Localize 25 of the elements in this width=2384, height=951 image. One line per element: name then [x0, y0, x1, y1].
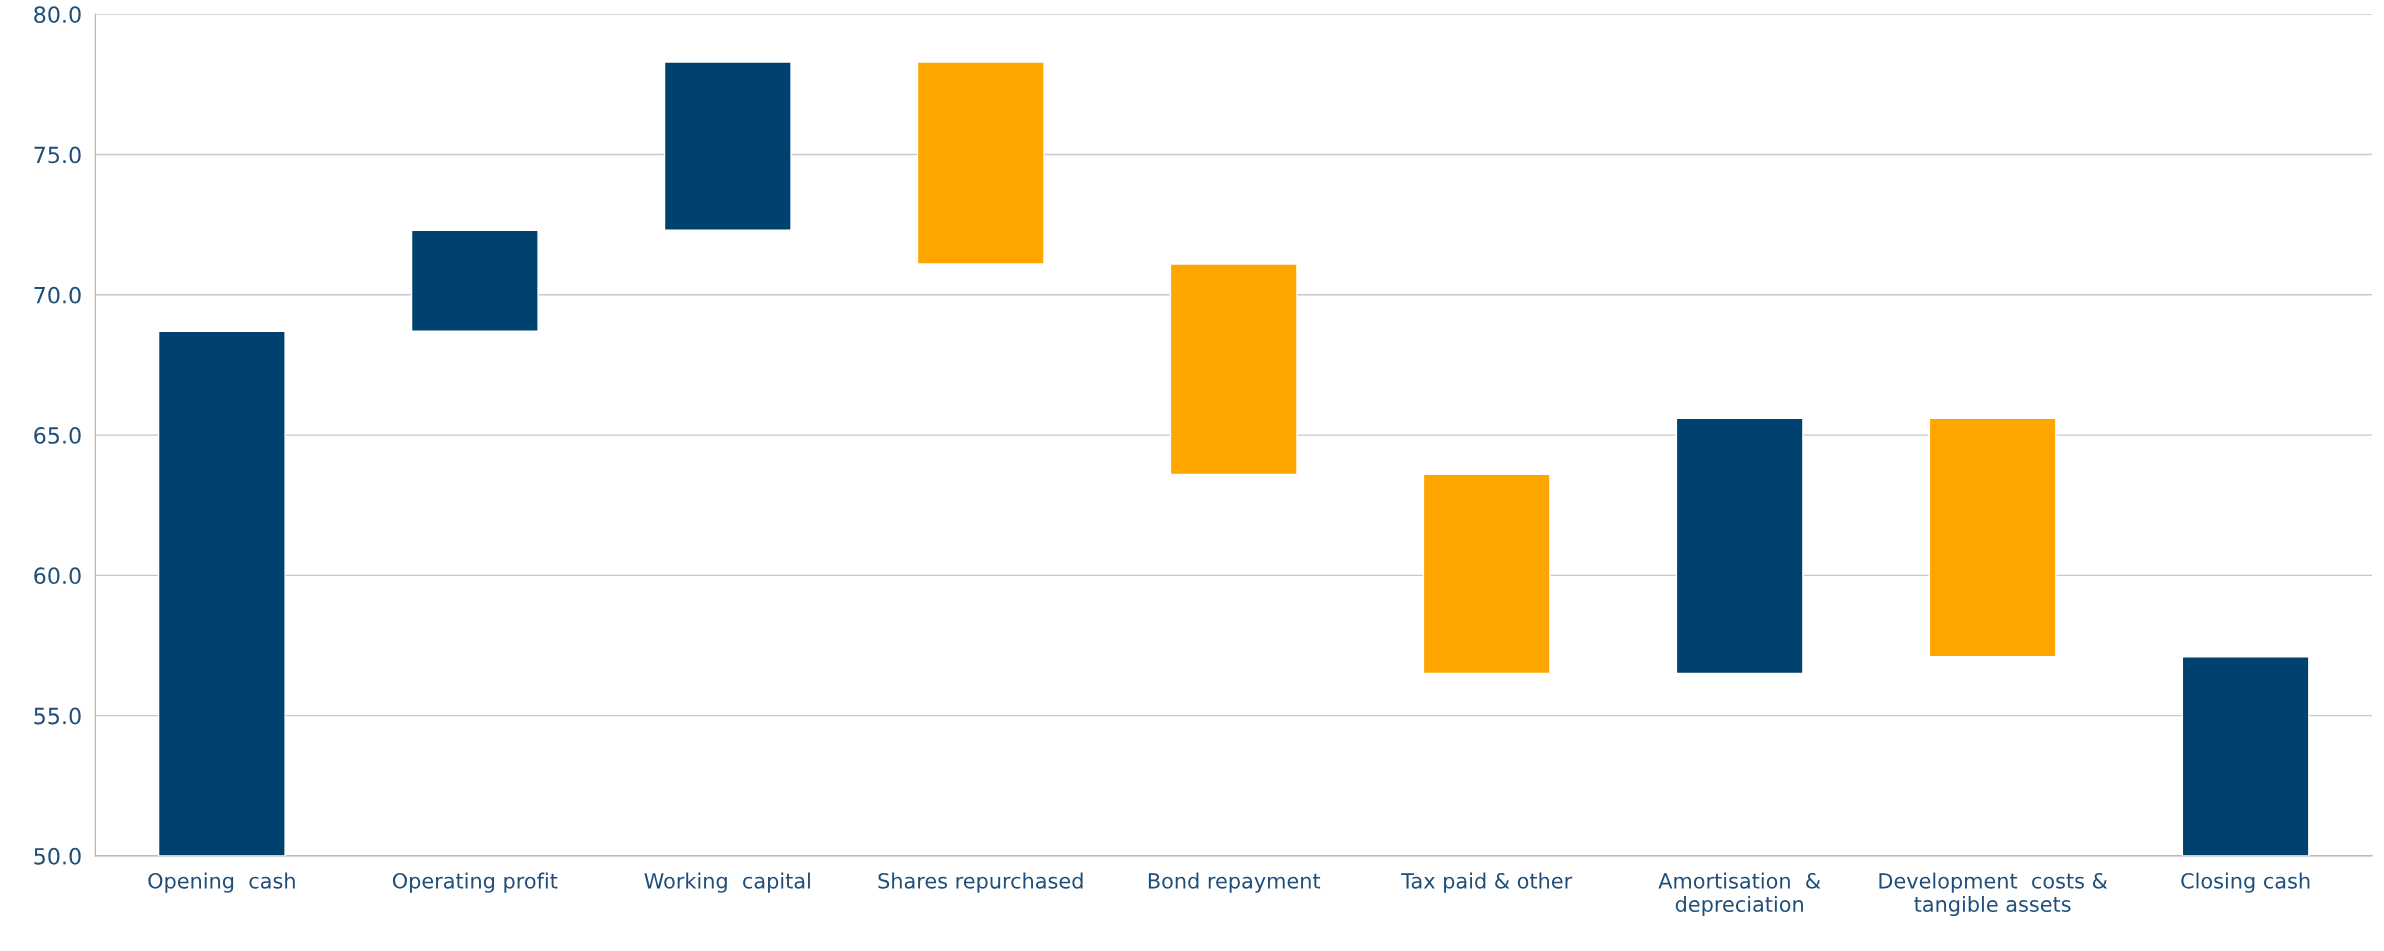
bar — [663, 61, 792, 231]
x-tick-label: Working capital — [644, 872, 810, 893]
bar — [410, 229, 539, 332]
x-tick-label: Amortisation & depreciation — [1658, 872, 1821, 917]
y-tick-label: 60.0 — [34, 567, 81, 585]
x-tick-label: Tax paid & other — [1401, 872, 1573, 893]
x-tick-label: Bond repayment — [1148, 872, 1321, 893]
y-tick-label: 75.0 — [34, 146, 81, 164]
bar — [2181, 656, 2310, 856]
x-tick-label: Shares repurchased — [878, 872, 1083, 893]
x-tick-label: Opening cash — [148, 872, 295, 893]
y-tick-label: 65.0 — [34, 427, 81, 444]
bar — [1422, 473, 1551, 675]
bar — [916, 61, 1045, 265]
bar — [1928, 417, 2057, 658]
x-tick-label: Closing cash — [2181, 872, 2310, 893]
bar — [1169, 263, 1298, 476]
y-tick-label: 50.0 — [34, 847, 81, 865]
y-tick-label: 55.0 — [34, 707, 81, 725]
bar — [1675, 417, 1804, 675]
x-tick-label: Operating profit — [392, 872, 558, 893]
y-tick-label: 80.0 — [34, 6, 81, 24]
x-tick-label: Development costs & tangible assets — [1879, 872, 2108, 917]
y-tick-label: 70.0 — [34, 286, 81, 304]
bar — [157, 330, 286, 856]
